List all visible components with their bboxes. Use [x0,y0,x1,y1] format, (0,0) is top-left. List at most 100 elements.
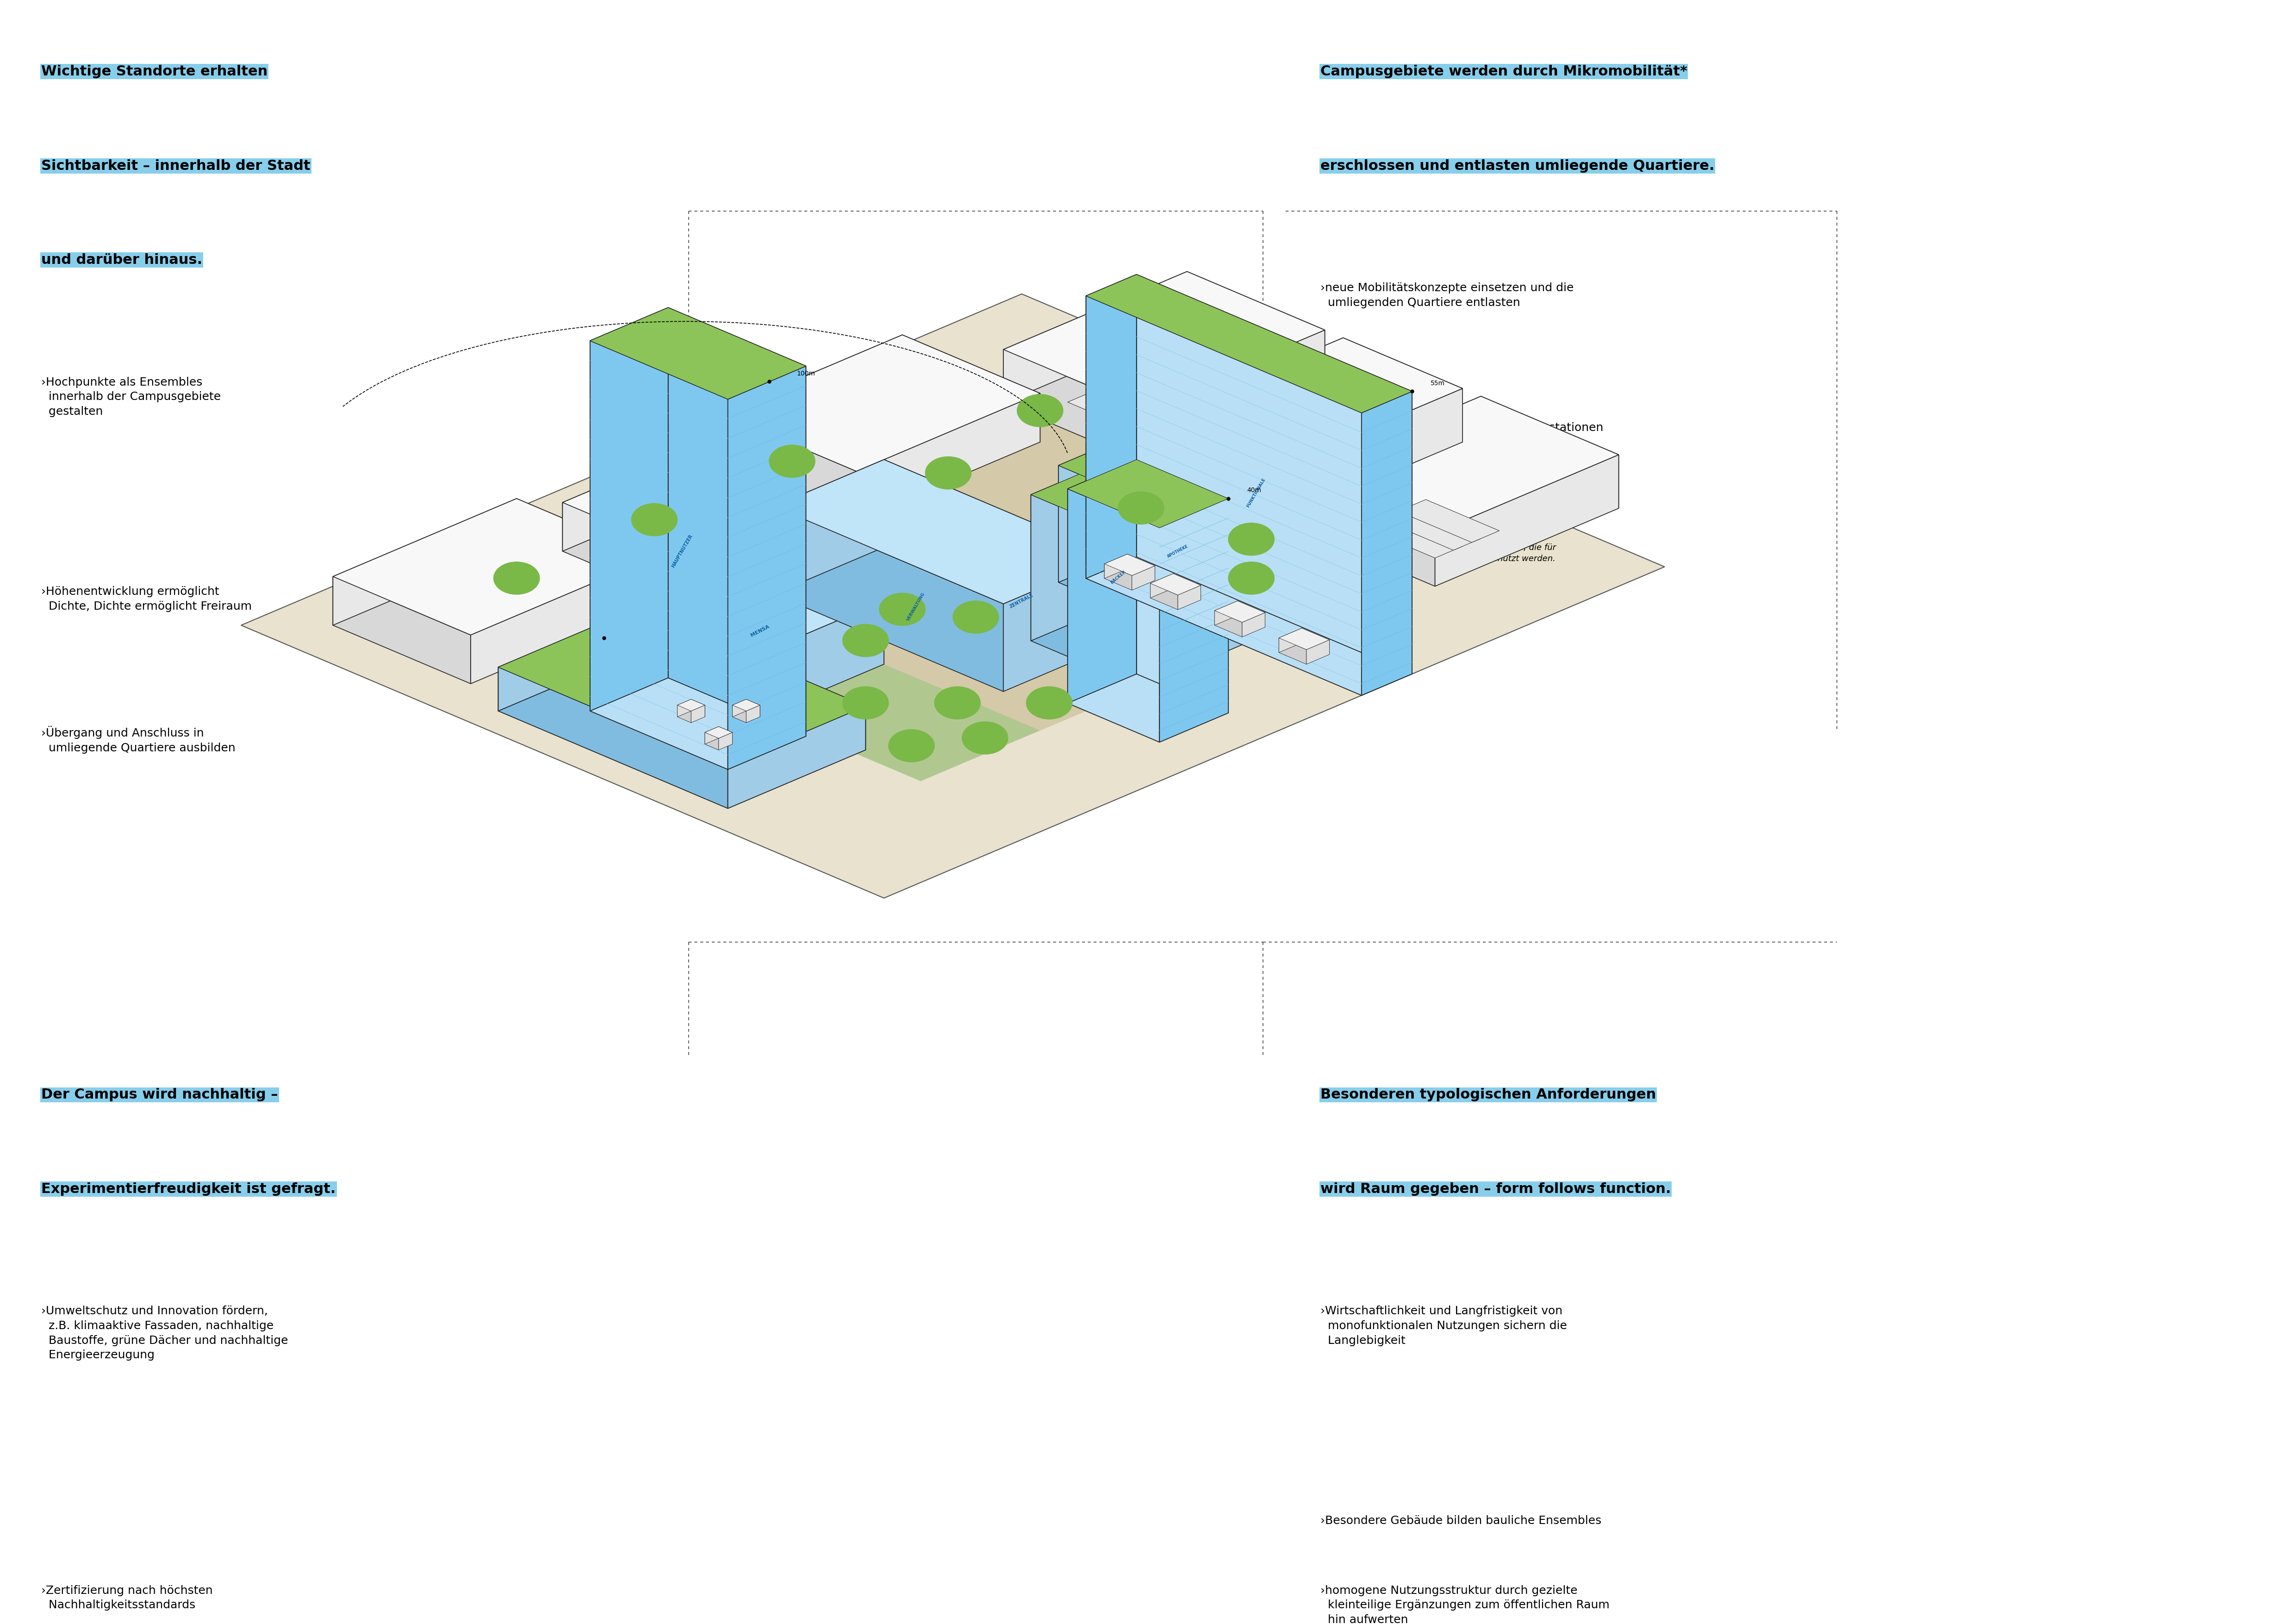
Polygon shape [1173,573,1201,599]
Text: ›Einbettung von Hochpunkten in Fuß-,  Radwege-
  und ÖPNV-Netz sichert die Errei: ›Einbettung von Hochpunkten in Fuß-, Rad… [1320,492,1605,518]
Polygon shape [636,609,866,750]
Polygon shape [1031,495,1141,687]
Polygon shape [627,593,765,715]
Polygon shape [691,700,705,716]
Polygon shape [1137,460,1228,713]
Text: Sichtbarkeit – innerhalb der Stadt: Sichtbarkeit – innerhalb der Stadt [41,159,310,172]
Polygon shape [1127,554,1155,580]
Polygon shape [627,542,746,656]
Polygon shape [627,542,884,651]
Polygon shape [1114,442,1279,628]
Polygon shape [1086,274,1137,578]
Text: BÄCKER: BÄCKER [1109,570,1127,585]
Polygon shape [1159,338,1463,466]
Polygon shape [728,706,866,809]
Text: ›neue Mobilitätskonzepte einsetzen und die
  umliegenden Quartiere entlasten: ›neue Mobilitätskonzepte einsetzen und d… [1320,283,1573,309]
Polygon shape [1297,396,1481,528]
Polygon shape [563,502,673,598]
Circle shape [889,729,934,762]
Circle shape [1118,492,1164,525]
Polygon shape [719,726,732,744]
Polygon shape [1224,442,1325,484]
Text: Der Campus wird nachhaltig –: Der Campus wird nachhaltig – [41,1088,278,1101]
Polygon shape [563,432,728,551]
Polygon shape [590,341,728,770]
Polygon shape [1159,416,1279,520]
Text: ›Bereitstellung von zentralen Mobilitätsstationen: ›Bereitstellung von zentralen Mobilitäts… [1320,422,1603,434]
Polygon shape [677,705,691,723]
Polygon shape [728,432,838,528]
Text: ›Höhenentwicklung ermöglicht
  Dichte, Dichte ermöglicht Freiraum: ›Höhenentwicklung ermöglicht Dichte, Dic… [41,586,253,612]
Polygon shape [1435,455,1619,586]
Polygon shape [1104,554,1155,575]
Circle shape [769,445,815,477]
Polygon shape [333,577,471,684]
Polygon shape [677,700,705,711]
Polygon shape [677,700,691,716]
Polygon shape [774,507,1003,692]
Polygon shape [1086,296,1362,695]
Polygon shape [1306,640,1329,664]
Polygon shape [1150,573,1173,598]
Polygon shape [1343,338,1463,442]
Polygon shape [719,732,732,750]
Text: ›Zertifizierung nach höchsten
  Nachhaltigkeitsstandards: ›Zertifizierung nach höchsten Nachhaltig… [41,1585,214,1611]
Circle shape [1228,562,1274,594]
Text: VERWALTUNG: VERWALTUNG [907,591,925,622]
Circle shape [953,601,999,633]
Polygon shape [673,536,1251,781]
Polygon shape [1003,271,1325,408]
Polygon shape [732,700,746,716]
Polygon shape [241,294,1665,898]
Polygon shape [1279,628,1302,653]
Circle shape [631,503,677,536]
Polygon shape [1150,573,1201,594]
Polygon shape [590,307,806,400]
Polygon shape [1215,611,1242,637]
Circle shape [925,456,971,489]
Polygon shape [1104,375,1205,417]
Polygon shape [1481,396,1619,508]
Polygon shape [498,609,636,711]
Polygon shape [1031,468,1095,641]
Polygon shape [668,307,806,736]
Polygon shape [774,460,1114,604]
Polygon shape [765,601,884,715]
Polygon shape [1104,564,1132,590]
Polygon shape [746,700,760,716]
Circle shape [843,687,889,719]
Text: ›Hochpunkte als Ensembles
  innerhalb der Campusgebiete
  gestalten: ›Hochpunkte als Ensembles innerhalb der … [41,377,220,417]
Polygon shape [1058,442,1279,536]
Text: HAUPTNUTZER: HAUPTNUTZER [670,534,693,568]
Polygon shape [705,732,719,750]
Text: *Mikromobilität bezeichnet kleine, meist elektrisch
betriebene Fahrzeuge wie E-S: *Mikromobilität bezeichnet kleine, meist… [1320,533,1557,564]
Polygon shape [1031,468,1205,541]
Polygon shape [1003,557,1114,692]
Polygon shape [1205,448,1306,492]
Polygon shape [673,479,838,598]
Polygon shape [1095,468,1205,661]
Polygon shape [498,609,866,765]
Polygon shape [856,393,1040,520]
Circle shape [1026,687,1072,719]
Polygon shape [1132,565,1155,590]
Polygon shape [517,499,654,606]
Polygon shape [590,307,806,400]
Circle shape [962,721,1008,754]
Text: und darüber hinaus.: und darüber hinaus. [41,253,202,266]
Polygon shape [1215,601,1238,625]
Polygon shape [1242,434,1343,476]
Polygon shape [746,705,760,723]
Circle shape [1228,523,1274,555]
Polygon shape [1003,349,1141,461]
Polygon shape [1178,585,1201,609]
Text: ›Umweltschutz und Innovation fördern,
  z.B. klimaaktive Fassaden, nachhaltige
 : ›Umweltschutz und Innovation fördern, z.… [41,1306,289,1361]
Polygon shape [1058,442,1279,536]
Polygon shape [1086,383,1187,425]
Text: wird Raum gegeben – form follows function.: wird Raum gegeben – form follows functio… [1320,1182,1671,1195]
Polygon shape [1159,338,1343,469]
Polygon shape [866,411,1407,641]
Polygon shape [1150,583,1178,609]
Polygon shape [1297,396,1619,533]
Polygon shape [719,412,856,520]
